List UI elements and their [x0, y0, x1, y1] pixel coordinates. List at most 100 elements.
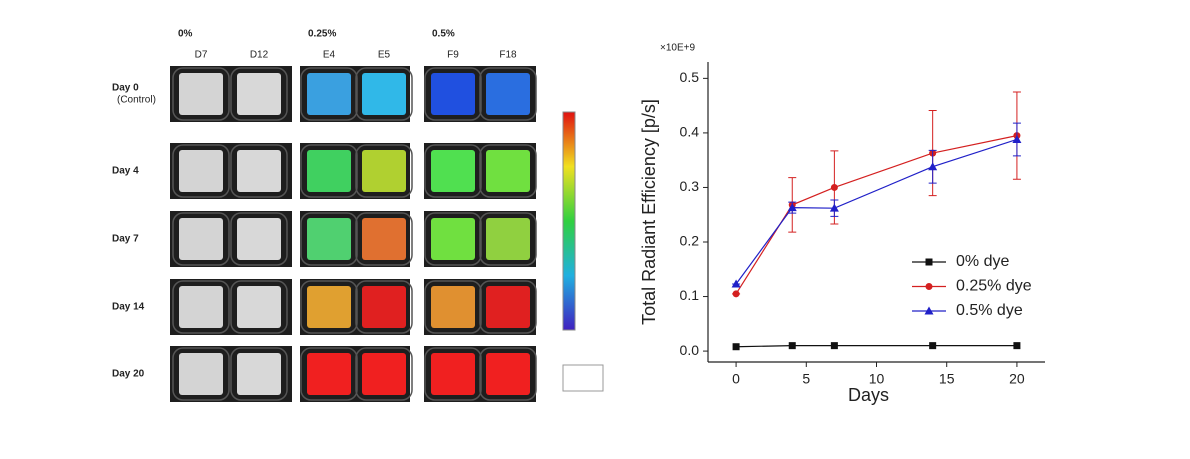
sample-label: D7 [195, 50, 208, 61]
well-outline [300, 212, 358, 266]
sample-tile [237, 218, 281, 260]
x-axis-label: Days [848, 385, 889, 405]
sample-tile [307, 353, 351, 395]
colorbar [562, 111, 576, 331]
marker [731, 279, 741, 288]
well-outline [479, 67, 537, 121]
colorbar-box [562, 364, 604, 392]
sample-tile [431, 286, 475, 328]
sample-tile [179, 218, 223, 260]
sample-tile [179, 73, 223, 115]
y-axis-label: Total Radiant Efficiency [p/s] [639, 99, 659, 325]
sample-tile [486, 150, 530, 192]
legend-label: 0% dye [956, 253, 1009, 270]
well-outline [230, 280, 288, 334]
well-outline [300, 67, 358, 121]
sample-label: D12 [250, 50, 269, 61]
sample-tile [179, 286, 223, 328]
well-outline [230, 212, 288, 266]
sample-tile [486, 218, 530, 260]
y-tick-label: 0.4 [680, 124, 700, 140]
legend-marker [925, 258, 933, 266]
well-outline [355, 67, 413, 121]
row-label: Day 20 [112, 369, 145, 380]
marker [787, 203, 797, 212]
well-outline [355, 144, 413, 198]
marker [830, 342, 838, 350]
marker [788, 342, 796, 350]
well-outline [424, 280, 482, 334]
row-label: Day 4 [112, 166, 139, 177]
sample-label: E4 [323, 50, 336, 61]
sample-label: F9 [447, 50, 459, 61]
legend-marker [924, 306, 934, 315]
well-outline [300, 347, 358, 401]
sample-tile [307, 286, 351, 328]
well-outline [479, 212, 537, 266]
well-outline [172, 67, 230, 121]
legend-label: 0.25% dye [956, 278, 1032, 295]
sample-tile [486, 286, 530, 328]
marker [928, 162, 938, 171]
well-outline [300, 280, 358, 334]
sample-tile [486, 73, 530, 115]
series-line [736, 345, 1017, 348]
row-label: Day 0 [112, 83, 139, 94]
well-outline [424, 67, 482, 121]
legend-marker [925, 283, 933, 290]
well-outline [230, 144, 288, 198]
well-outline [479, 347, 537, 401]
well-outline [172, 212, 230, 266]
marker [732, 343, 740, 351]
y-tick-label: 0.2 [680, 233, 700, 249]
sample-tile [237, 286, 281, 328]
multiplier: ×10E+9 [660, 43, 695, 54]
well-outline [172, 280, 230, 334]
x-tick-label: 0 [732, 371, 740, 387]
legend-label: 0.5% dye [956, 302, 1023, 319]
row-label: Day 14 [112, 302, 145, 313]
sample-tile [362, 218, 406, 260]
well-outline [424, 212, 482, 266]
well-outline [479, 280, 537, 334]
marker [732, 290, 740, 298]
y-tick-label: 0.3 [680, 178, 700, 194]
sample-tile [431, 73, 475, 115]
marker [829, 203, 839, 212]
group-label: 0.5% [432, 29, 455, 40]
sample-tile [307, 73, 351, 115]
sample-tile [362, 286, 406, 328]
x-tick-label: 20 [1009, 371, 1025, 387]
sample-tile [307, 150, 351, 192]
sample-label: E5 [378, 50, 391, 61]
sample-tile [431, 353, 475, 395]
well-outline [424, 347, 482, 401]
y-tick-label: 0.0 [680, 342, 700, 358]
well-outline [230, 347, 288, 401]
x-tick-label: 15 [939, 371, 955, 387]
sample-tile [362, 73, 406, 115]
well-outline [424, 144, 482, 198]
sample-tile [362, 150, 406, 192]
marker [830, 183, 838, 191]
y-tick-label: 0.5 [680, 69, 700, 85]
sample-tile [486, 353, 530, 395]
sample-tile [307, 218, 351, 260]
sample-tile [362, 353, 406, 395]
well-outline [479, 144, 537, 198]
well-outline [172, 347, 230, 401]
sample-tile [431, 150, 475, 192]
marker [1013, 342, 1021, 350]
sample-tile [237, 353, 281, 395]
x-tick-label: 10 [869, 371, 885, 387]
group-label: 0% [178, 29, 193, 40]
group-label: 0.25% [308, 29, 336, 40]
sample-label: F18 [499, 50, 517, 61]
marker [929, 342, 937, 350]
sample-tile [431, 218, 475, 260]
marker [1012, 134, 1022, 143]
sample-tile [179, 353, 223, 395]
well-outline [172, 144, 230, 198]
x-tick-label: 5 [802, 371, 810, 387]
